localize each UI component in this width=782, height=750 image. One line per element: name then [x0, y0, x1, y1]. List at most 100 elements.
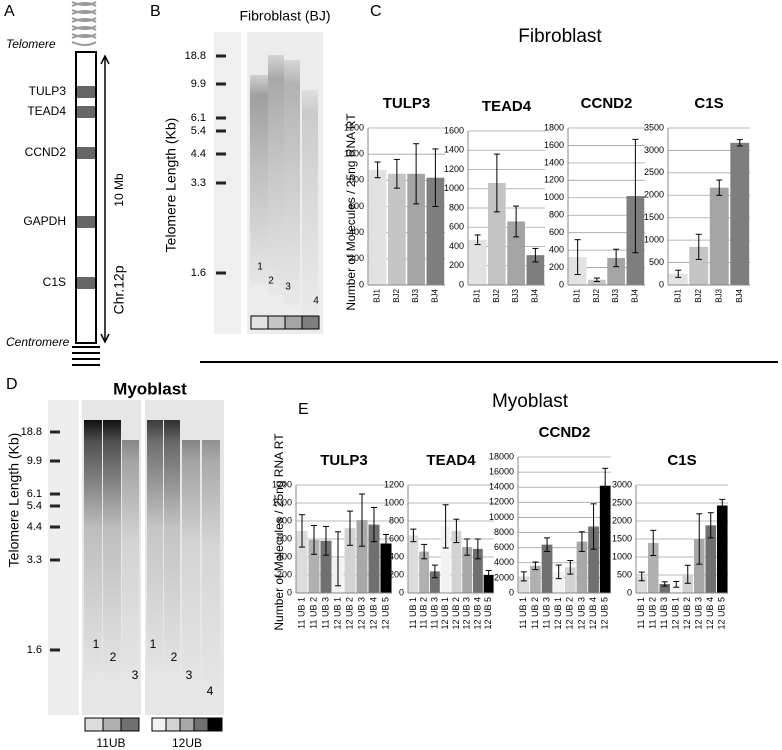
- y-tick-label: 1400: [544, 157, 564, 167]
- y-tick-label: 1400: [444, 145, 464, 155]
- bar: [468, 239, 487, 285]
- x-tick-label: BJ4: [430, 288, 439, 302]
- ladder-label: 1.6: [191, 267, 206, 279]
- ladder-band: [216, 181, 226, 185]
- group-label: 12UB: [172, 736, 202, 750]
- telomere-label: Telomere: [6, 37, 56, 51]
- bar: [553, 571, 565, 593]
- lane-key: [84, 315, 320, 732]
- bar: [670, 584, 682, 593]
- lane-number: 4: [313, 296, 319, 307]
- bar: [689, 246, 709, 285]
- y-tick-label: 1200: [444, 164, 464, 174]
- lane-number: 3: [285, 282, 291, 293]
- x-tick-label: 12 UB 5: [380, 597, 390, 630]
- y-tick-label: 3000: [612, 479, 632, 489]
- y-tick-label: 0: [287, 587, 292, 597]
- chromosome-label: Chr.12p: [111, 265, 127, 314]
- centromere-label: Centromere: [6, 335, 70, 349]
- error-bar: [520, 571, 527, 582]
- error-bar: [359, 493, 365, 547]
- ladder-label: 1.6: [27, 644, 42, 656]
- error-bar: [474, 234, 481, 246]
- bar: [599, 485, 611, 593]
- bar: [647, 542, 659, 593]
- y-tick-label: 16000: [489, 466, 514, 476]
- gel-ladder: [48, 400, 79, 715]
- error-bar: [602, 467, 609, 504]
- x-tick-label: 12 UB 2: [565, 597, 575, 630]
- error-bar: [393, 158, 400, 189]
- bar: [730, 142, 750, 285]
- x-tick-label: 12 UB 1: [332, 597, 342, 630]
- y-tick-label: 2500: [612, 497, 632, 507]
- ladder-label: 3.3: [191, 177, 206, 189]
- ladder-band: [216, 116, 226, 120]
- panel-label: E: [298, 401, 309, 418]
- ladder-band: [50, 492, 60, 496]
- error-bar: [675, 269, 682, 278]
- bar: [368, 169, 387, 285]
- error-bar: [485, 570, 492, 580]
- x-tick-label: BJ3: [411, 288, 420, 302]
- x-tick-label: BJ1: [573, 288, 582, 302]
- y-tick-label: 6000: [494, 542, 514, 552]
- x-tick-label: 11 UB 3: [320, 597, 330, 629]
- x-tick-label: 12 UB 1: [440, 597, 450, 630]
- y-tick-label: 3000: [644, 145, 664, 155]
- y-tick-label: 1000: [644, 235, 664, 245]
- x-tick-label: 12 UB 3: [694, 597, 704, 630]
- x-tick-label: BJ2: [592, 288, 601, 302]
- error-bar: [695, 233, 702, 260]
- bar: [308, 539, 320, 593]
- x-tick-label: 12 UB 1: [671, 597, 681, 630]
- y-tick-label: 1000: [544, 192, 564, 202]
- bar: [576, 541, 588, 593]
- chart-title: C1S: [667, 452, 696, 469]
- x-tick-label: BJ2: [492, 288, 501, 302]
- ladder-label: 6.1: [191, 112, 206, 124]
- ladder-band: [216, 54, 226, 58]
- gene-label: CCND2: [25, 145, 67, 159]
- y-tick-label: 0: [559, 279, 564, 289]
- ladder-band: [50, 648, 60, 652]
- error-bar: [347, 510, 353, 546]
- x-tick-label: 12 UB 3: [576, 597, 586, 630]
- ladder-band: [216, 152, 226, 156]
- gel-smear: [182, 440, 200, 700]
- y-tick-label: 800: [389, 515, 404, 525]
- y-tick-label: 8000: [494, 527, 514, 537]
- bar: [564, 567, 576, 593]
- x-tick-label: BJ2: [694, 288, 703, 302]
- error-bar: [413, 143, 420, 205]
- y-tick-label: 2000: [494, 572, 514, 582]
- gel-smear: [202, 440, 220, 705]
- error-bar: [716, 179, 723, 196]
- bar: [659, 584, 671, 593]
- bar: [429, 571, 440, 593]
- key-box: [179, 717, 195, 732]
- lane-number: 1: [150, 637, 157, 651]
- gel-title: Myoblast: [113, 379, 187, 398]
- y-tick-label: 1000: [344, 149, 364, 159]
- y-tick-label: 0: [459, 279, 464, 289]
- y-tick-label: 0: [659, 279, 664, 289]
- lane-number: 4: [207, 684, 214, 698]
- x-tick-label: 11 UB 3: [541, 597, 551, 629]
- bar: [320, 540, 332, 593]
- y-tick-label: 400: [549, 244, 564, 254]
- gene-label: GAPDH: [23, 214, 66, 228]
- error-bar: [371, 507, 377, 543]
- key-box: [284, 315, 303, 330]
- key-box: [207, 717, 223, 732]
- error-bar: [421, 543, 428, 560]
- bar: [380, 543, 392, 593]
- group-label: 11UB: [96, 736, 125, 750]
- bar: [451, 530, 462, 593]
- y-tick-label: 0: [627, 587, 632, 597]
- y-tick-label: 2000: [612, 515, 632, 525]
- x-tick-label: 11 UB 2: [648, 597, 658, 629]
- y-tick-label: 2000: [644, 190, 664, 200]
- error-bar: [335, 531, 341, 587]
